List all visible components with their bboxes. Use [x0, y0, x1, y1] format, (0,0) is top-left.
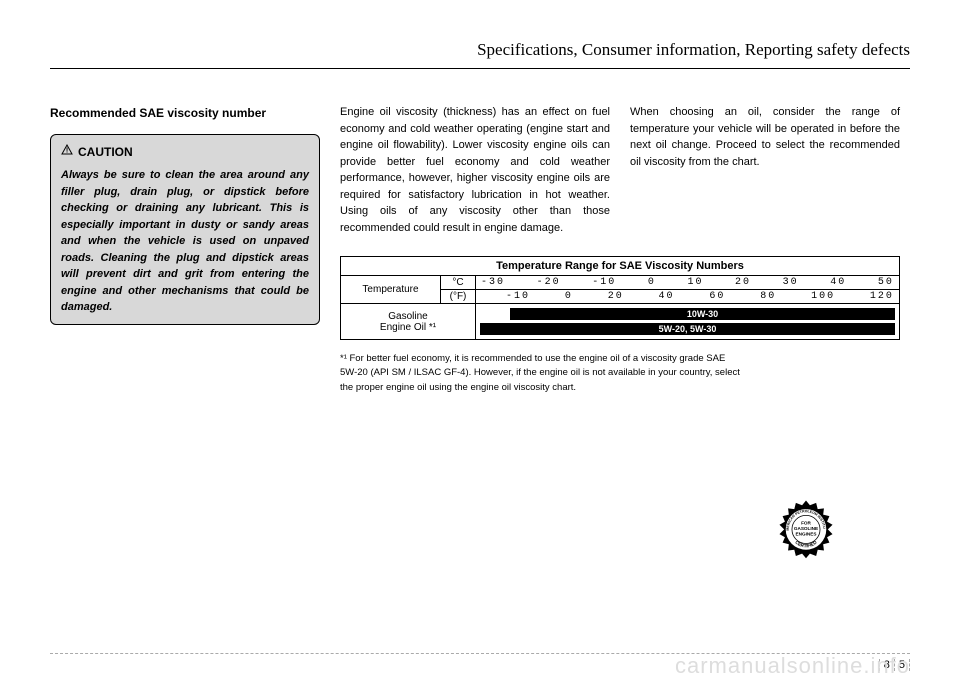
scale-value: 0: [648, 277, 656, 288]
col3-text: When choosing an oil, consider the range…: [630, 104, 900, 170]
scale-value: -10: [592, 277, 616, 288]
scale-value: -10: [506, 291, 530, 302]
oil-label-line1: Gasoline: [388, 311, 427, 322]
column-3: When choosing an oil, consider the range…: [630, 104, 900, 236]
temperature-row: Temperature °C (°F) -30 -20 -10 0 10 20 30 40 50…: [341, 276, 899, 304]
caution-label: CAUTION: [78, 143, 133, 161]
column-1: Recommended SAE viscosity number ! CAUTI…: [50, 104, 320, 395]
scale-value: -20: [537, 277, 561, 288]
temp-units: °C (°F): [441, 276, 476, 303]
content-area: Recommended SAE viscosity number ! CAUTI…: [50, 104, 910, 395]
svg-text:GASOLINE: GASOLINE: [794, 526, 818, 531]
warning-icon: !: [61, 143, 73, 161]
unit-fahrenheit: (°F): [441, 290, 475, 303]
col2-text: Engine oil viscosity (thickness) has an …: [340, 104, 610, 236]
fahrenheit-scale: -10 0 20 40 60 80 100 120: [476, 290, 899, 303]
svg-text:ENGINES: ENGINES: [796, 532, 817, 537]
scale-value: 60: [709, 291, 725, 302]
scale-value: 20: [735, 277, 751, 288]
column-2: Engine oil viscosity (thickness) has an …: [340, 104, 610, 236]
temp-label: Temperature: [341, 276, 441, 303]
scale-value: 50: [878, 277, 894, 288]
scale-value: 0: [565, 291, 573, 302]
watermark: carmanualsonline.info: [675, 653, 910, 679]
oil-bars: 10W-30 5W-20, 5W-30: [476, 304, 899, 339]
scale-value: 20: [608, 291, 624, 302]
footnote: *¹ For better fuel economy, it is recomm…: [340, 352, 740, 395]
scale-value: -30: [481, 277, 505, 288]
scale-value: 100: [811, 291, 835, 302]
svg-text:!: !: [66, 148, 68, 155]
viscosity-table: Temperature Range for SAE Viscosity Numb…: [340, 256, 900, 340]
scale-value: 30: [783, 277, 799, 288]
oil-label-line2: Engine Oil *¹: [380, 322, 436, 333]
table-title: Temperature Range for SAE Viscosity Numb…: [341, 257, 899, 276]
scale-value: 40: [830, 277, 846, 288]
oil-bar-10w30: 10W-30: [510, 308, 895, 320]
section-title: Recommended SAE viscosity number: [50, 104, 320, 122]
api-seal-icon: AMERICAN PETROLEUM INSTITUTE CERTIFIED F…: [767, 499, 845, 577]
scale-value: 80: [760, 291, 776, 302]
scale-value: 10: [687, 277, 703, 288]
caution-text: Always be sure to clean the area around …: [61, 167, 309, 316]
temp-values: -30 -20 -10 0 10 20 30 40 50 -10 0 20 40 60 80 100 120: [476, 276, 899, 303]
oil-label: Gasoline Engine Oil *¹: [341, 304, 476, 339]
scale-value: 40: [659, 291, 675, 302]
scale-value: 120: [870, 291, 894, 302]
oil-row: Gasoline Engine Oil *¹ 10W-30 5W-20, 5W-…: [341, 304, 899, 339]
page-header: Specifications, Consumer information, Re…: [50, 40, 910, 69]
unit-celsius: °C: [441, 276, 475, 290]
caution-box: ! CAUTION Always be sure to clean the ar…: [50, 134, 320, 325]
svg-text:FOR: FOR: [801, 521, 811, 526]
caution-header: ! CAUTION: [61, 143, 309, 161]
celsius-scale: -30 -20 -10 0 10 20 30 40 50: [476, 276, 899, 290]
oil-bar-5w: 5W-20, 5W-30: [480, 323, 895, 335]
